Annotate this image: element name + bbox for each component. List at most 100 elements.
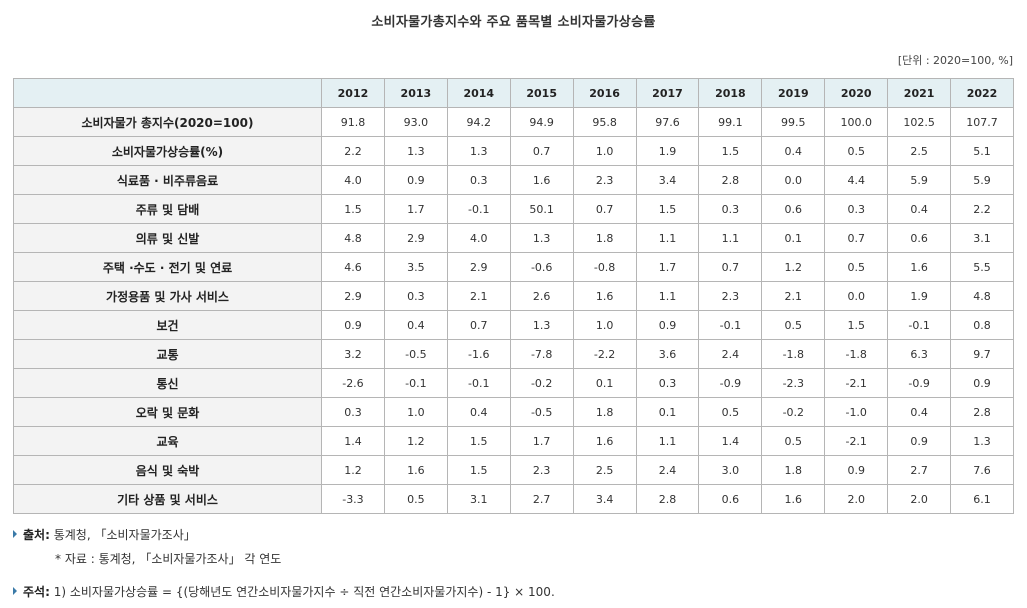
table-cell: 2.8 (698, 165, 763, 195)
table-cell: 1.6 (572, 281, 637, 311)
table-cell: 2.3 (698, 281, 763, 311)
table-cell: -2.6 (321, 368, 385, 398)
remark-text: 1) 소비자물가상승률 = {(당해년도 연간소비자물가지수 ÷ 직전 연간소비… (53, 585, 555, 599)
table-cell: 107.7 (950, 107, 1014, 137)
remark-note: 주석: 1) 소비자물가상승률 = {(당해년도 연간소비자물가지수 ÷ 직전 … (13, 583, 555, 600)
table-cell: 99.1 (698, 107, 763, 137)
table-row: 교육 1.4 1.2 1.5 1.7 1.6 1.1 1.4 0.5 -2.1 0.9 1.3 (13, 426, 1014, 456)
row-label: 소비자물가 총지수(2020=100) (13, 107, 322, 137)
table-cell: 3.2 (321, 339, 385, 369)
row-label: 음식 및 숙박 (13, 455, 322, 485)
table-cell: 6.3 (887, 339, 952, 369)
table-cell: 2.8 (635, 484, 700, 514)
table-cell: 95.8 (572, 107, 637, 137)
row-label: 주류 및 담배 (13, 194, 322, 224)
table-cell: -0.1 (446, 194, 511, 224)
row-label: 보건 (13, 310, 322, 340)
table-cell: 0.9 (383, 165, 448, 195)
table-cell: 0.4 (383, 310, 448, 340)
table-cell: 3.5 (383, 252, 448, 282)
table-cell: -2.1 (824, 426, 889, 456)
table-cell: -2.3 (761, 368, 826, 398)
table-cell: 0.3 (635, 368, 700, 398)
table-cell: 2.8 (950, 397, 1014, 427)
table-cell: 5.9 (950, 165, 1014, 195)
table-cell: -0.9 (887, 368, 952, 398)
year-header: 2019 (761, 78, 826, 108)
table-cell: 0.5 (824, 252, 889, 282)
table-cell: -1.8 (761, 339, 826, 369)
source-note: 출처: 통계청, 「소비자물가조사」 (13, 526, 196, 543)
table-cell: 3.4 (572, 484, 637, 514)
table-cell: 1.5 (321, 194, 385, 224)
table-cell: 2.7 (887, 455, 952, 485)
table-cell: 3.1 (950, 223, 1014, 253)
table-cell: 0.5 (698, 397, 763, 427)
row-label: 식료품 · 비주류음료 (13, 165, 322, 195)
table-cell: 2.3 (572, 165, 637, 195)
table-cell: 0.7 (824, 223, 889, 253)
table-cell: 1.5 (446, 455, 511, 485)
remark-head: 주석: (23, 585, 50, 599)
table-row: 교통 3.2 -0.5 -1.6 -7.8 -2.2 3.6 2.4 -1.8 -1.8 6.3 9.… (13, 339, 1014, 369)
table-cell: 0.7 (572, 194, 637, 224)
row-label: 교육 (13, 426, 322, 456)
table-cell: 7.6 (950, 455, 1014, 485)
table-cell: 99.5 (761, 107, 826, 137)
table-cell: 6.1 (950, 484, 1014, 514)
table-cell: -1.6 (446, 339, 511, 369)
table-cell: 1.4 (321, 426, 385, 456)
table-cell: 4.8 (321, 223, 385, 253)
table-cell: 1.3 (383, 136, 448, 166)
cpi-table: 2012 2013 2014 2015 2016 2017 2018 2019 2020 2021… (13, 78, 1014, 514)
table-cell: 2.7 (509, 484, 574, 514)
table-cell: -0.1 (698, 310, 763, 340)
table-cell: 2.5 (572, 455, 637, 485)
table-cell: 100.0 (824, 107, 889, 137)
table-cell: -2.1 (824, 368, 889, 398)
table-cell: 2.4 (635, 455, 700, 485)
table-cell: 4.6 (321, 252, 385, 282)
table-cell: 91.8 (321, 107, 385, 137)
table-cell: 0.3 (446, 165, 511, 195)
table-cell: 1.8 (761, 455, 826, 485)
table-cell: 1.4 (698, 426, 763, 456)
table-cell: 1.6 (572, 426, 637, 456)
table-cell: -7.8 (509, 339, 574, 369)
table-cell: -1.8 (824, 339, 889, 369)
table-body: 소비자물가 총지수(2020=100) 91.8 93.0 94.2 94.9 95.8 9… (13, 107, 1014, 514)
table-cell: 4.4 (824, 165, 889, 195)
year-header: 2018 (698, 78, 763, 108)
table-cell: 1.5 (698, 136, 763, 166)
row-label: 오락 및 문화 (13, 397, 322, 427)
table-cell: 1.3 (950, 426, 1014, 456)
table-cell: -0.5 (509, 397, 574, 427)
table-cell: 97.6 (635, 107, 700, 137)
table-cell: 4.0 (446, 223, 511, 253)
table-cell: 0.9 (635, 310, 700, 340)
table-cell: 1.3 (509, 310, 574, 340)
table-cell: 3.1 (446, 484, 511, 514)
table-cell: 1.0 (383, 397, 448, 427)
table-cell: 0.5 (383, 484, 448, 514)
table-cell: 3.6 (635, 339, 700, 369)
table-cell: 0.5 (761, 310, 826, 340)
year-header: 2021 (887, 78, 952, 108)
bullet-icon (13, 530, 17, 538)
table-cell: 0.9 (887, 426, 952, 456)
table-cell: 2.3 (509, 455, 574, 485)
table-cell: 0.3 (321, 397, 385, 427)
row-label: 교통 (13, 339, 322, 369)
table-cell: 0.7 (698, 252, 763, 282)
row-label: 통신 (13, 368, 322, 398)
table-cell: 5.1 (950, 136, 1014, 166)
year-header: 2013 (383, 78, 448, 108)
table-cell: -0.9 (698, 368, 763, 398)
table-cell: -0.6 (509, 252, 574, 282)
table-cell: 4.8 (950, 281, 1014, 311)
table-cell: -0.2 (761, 397, 826, 427)
row-label: 가정용품 및 가사 서비스 (13, 281, 322, 311)
table-cell: 94.2 (446, 107, 511, 137)
table-cell: 2.0 (824, 484, 889, 514)
unit-label: [단위 : 2020=100, %] (897, 54, 1013, 67)
